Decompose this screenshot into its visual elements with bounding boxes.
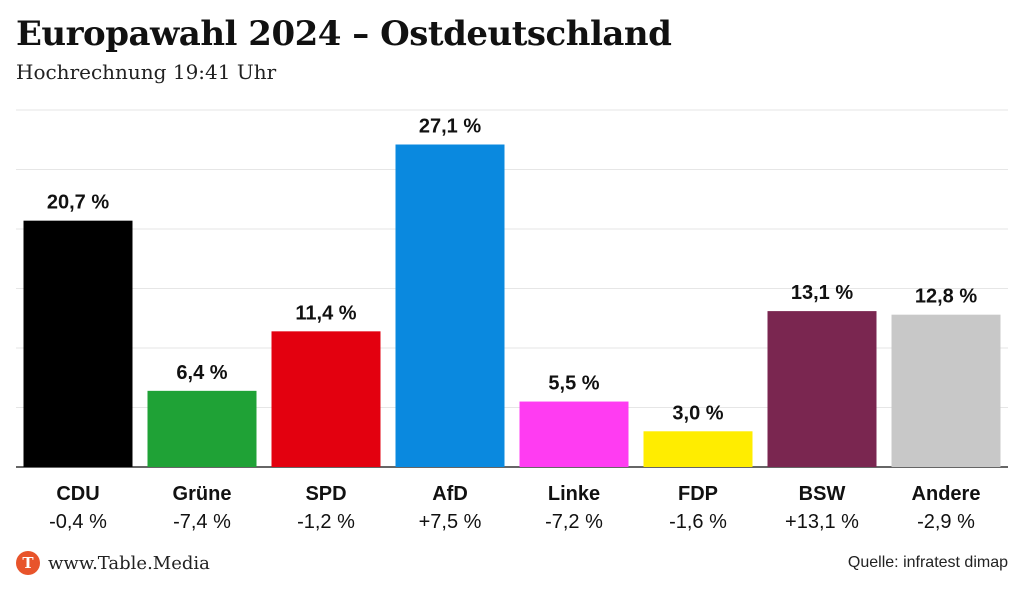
change-label: -7,2 % — [545, 511, 603, 533]
brand[interactable]: T www.Table.Media — [16, 551, 210, 575]
change-label: -1,6 % — [669, 511, 727, 533]
bar-afd — [395, 144, 505, 467]
bar-value-label: 5,5 % — [548, 373, 599, 395]
brand-link[interactable]: www.Table.Media — [48, 552, 210, 574]
category-label: Andere — [912, 483, 981, 505]
labels: 20,7 % CDU -0,4 % 6,4 % Grüne -7,4 % 11,4 % SPD… — [47, 116, 981, 533]
bar-value-label: 20,7 % — [47, 192, 109, 214]
bar-fdp — [643, 431, 753, 467]
bar-value-label: 11,4 % — [295, 302, 356, 324]
chart-subtitle: Hochrechnung 19:41 Uhr — [16, 60, 277, 84]
bar-value-label: 6,4 % — [176, 362, 227, 384]
change-label: -0,4 % — [49, 511, 107, 533]
chart-title: Europawahl 2024 – Ostdeutschland — [16, 14, 672, 54]
category-label: Grüne — [173, 483, 232, 505]
change-label: -1,2 % — [297, 511, 355, 533]
category-label: CDU — [56, 483, 99, 505]
source-note: Quelle: infratest dimap — [847, 554, 1008, 571]
category-label: AfD — [432, 483, 468, 505]
category-label: FDP — [678, 483, 718, 505]
change-label: -7,4 % — [173, 511, 231, 533]
bar-cdu — [23, 220, 133, 467]
bar-spd — [271, 331, 381, 467]
change-label: +7,5 % — [419, 511, 482, 533]
bar-bsw — [767, 311, 877, 467]
bar-value-label: 12,8 % — [915, 286, 977, 308]
category-label: BSW — [799, 483, 846, 505]
bar-andere — [891, 314, 1001, 467]
bar-chart: 20,7 % CDU -0,4 % 6,4 % Grüne -7,4 % 11,4 % SPD… — [16, 109, 1008, 533]
bars — [23, 144, 1001, 467]
table-media-logo-icon: T — [16, 551, 40, 575]
category-label: Linke — [548, 483, 600, 505]
category-label: SPD — [305, 483, 346, 505]
bar-linke — [519, 401, 629, 467]
bar-grüne — [147, 390, 257, 467]
bar-value-label: 27,1 % — [419, 116, 481, 138]
change-label: -2,9 % — [917, 511, 975, 533]
change-label: +13,1 % — [785, 511, 859, 533]
bar-value-label: 13,1 % — [791, 282, 853, 304]
bar-value-label: 3,0 % — [672, 402, 723, 424]
